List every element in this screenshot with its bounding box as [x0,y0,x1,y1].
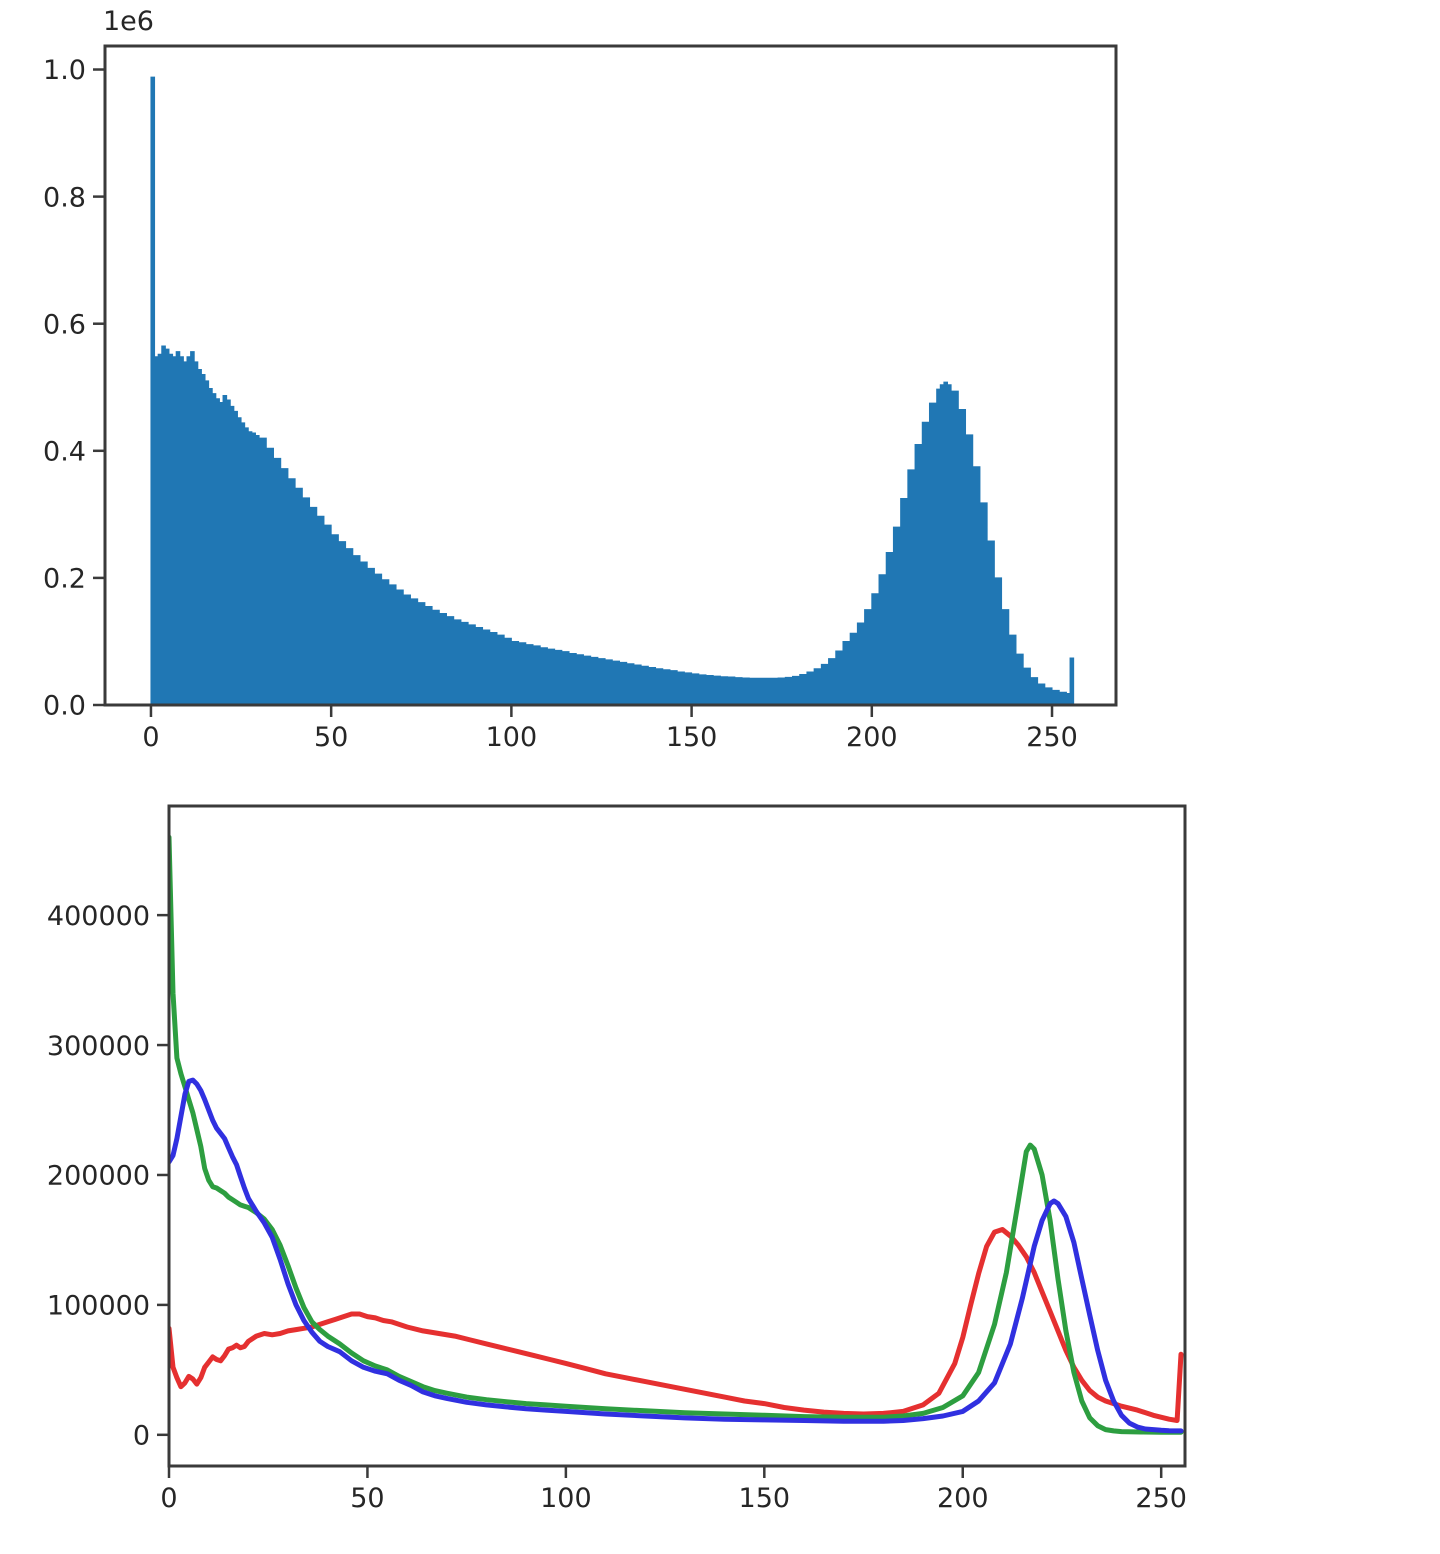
x-tick-label: 200 [846,722,898,753]
x-tick-label: 50 [350,1483,384,1514]
y-tick-label: 0.4 [43,437,86,468]
y-axis-ticks: 0.0 0.2 0.4 0.6 0.8 1.0 [43,55,105,722]
green-channel-line [169,834,1184,1435]
y-tick-label: 1.0 [43,55,86,86]
y-tick-label: 0.6 [43,309,86,340]
y-tick-label: 200000 [47,1161,150,1192]
x-axis-ticks: 0 50 100 150 200 250 [142,705,1078,753]
x-tick-label: 150 [666,722,718,753]
x-tick-label: 100 [486,722,538,753]
rgb-channel-histograms-axes: 0 50 100 150 200 250 0 100000 200000 300000 400000 [47,804,1187,1514]
y-axis-ticks: 0 100000 200000 300000 400000 [47,901,169,1452]
x-tick-label: 150 [739,1483,791,1514]
x-tick-label: 0 [142,722,159,753]
x-tick-label: 250 [1135,1483,1187,1514]
y-tick-label: 0 [133,1421,150,1452]
grayscale-intensity-histogram-axes: 0 50 100 150 200 250 0.0 0.2 0.4 0.6 0.8 1.0 [43,44,1118,753]
y-tick-label: 0.8 [43,182,86,213]
axes-frame [167,804,1187,1468]
blue-channel-line [169,1077,1184,1434]
x-tick-label: 100 [540,1483,592,1514]
y-tick-label: 0.0 [43,691,86,722]
y-tick-label: 100000 [47,1291,150,1322]
y-axis-offset-label: 1e6 [103,6,154,37]
red-channel-line [169,1227,1184,1423]
axes-frame [103,44,1118,707]
y-tick-label: 400000 [47,901,150,932]
x-tick-label: 200 [937,1483,989,1514]
x-tick-label: 50 [314,722,348,753]
x-axis-ticks: 0 50 100 150 200 250 [160,1466,1187,1514]
y-tick-label: 0.2 [43,564,86,595]
grayscale-intensity-histogram-series [150,76,1075,705]
x-tick-label: 0 [160,1483,177,1514]
x-tick-label: 250 [1026,722,1078,753]
rgb-channel-histograms-series [169,834,1184,1435]
y-tick-label: 300000 [47,1031,150,1062]
pixel-count-bars [150,76,1075,705]
